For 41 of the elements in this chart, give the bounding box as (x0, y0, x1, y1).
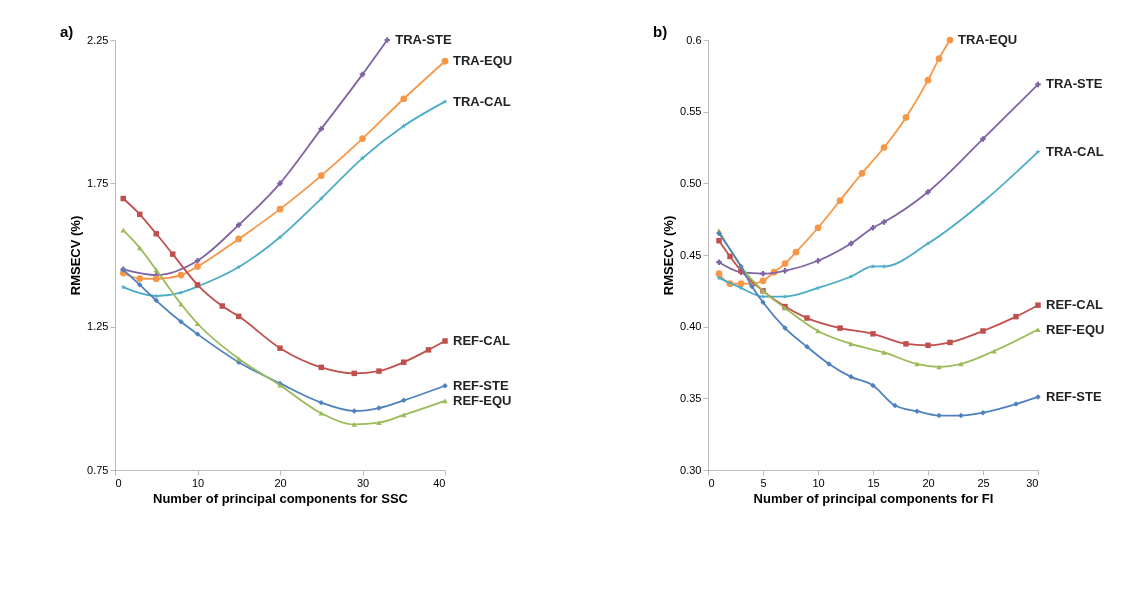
x-tick-label: 20 (274, 476, 287, 489)
series-label: REF-EQU (1046, 321, 1105, 337)
x-axis-title: Number of principal components for SSC (153, 490, 409, 506)
series-label: REF-STE (453, 377, 509, 393)
series-label: REF-STE (1046, 388, 1102, 404)
x-tick-label: 10 (812, 476, 825, 489)
y-tick-label: 0.30 (680, 463, 702, 476)
series-label: TRA-EQU (958, 32, 1018, 47)
y-tick-label: 0.40 (680, 320, 702, 333)
x-tick-label: 20 (922, 476, 935, 489)
x-axis-title: Number of principal components for FI (753, 490, 994, 506)
y-tick-label: 0.35 (680, 391, 702, 404)
series-label: REF-EQU (453, 392, 512, 408)
x-tick-label: 25 (977, 476, 990, 489)
x-tick-label: 5 (760, 476, 767, 489)
y-tick-label: 0.6 (686, 33, 702, 46)
series-label: TRA-CAL (453, 93, 511, 109)
y-tick-label: 2.25 (87, 33, 109, 46)
y-axis-title: RMSECV (%) (661, 215, 677, 296)
series-label: TRA-EQU (453, 53, 513, 69)
text: a) (60, 23, 74, 40)
series-label: REF-CAL (1046, 297, 1104, 313)
series-label: TRA-CAL (1046, 143, 1104, 159)
x-tick-label: 15 (867, 476, 880, 489)
y-tick-label: 0.75 (87, 463, 109, 476)
x-tick-label: 10 (191, 476, 205, 489)
series-label: TRA-STE (395, 32, 452, 47)
x-tick-label: 30 (356, 476, 370, 489)
series-label: REF-CAL (453, 333, 511, 348)
y-tick-label: 1.75 (87, 176, 109, 189)
text: b) (653, 23, 668, 40)
y-tick-label: 0.55 (680, 105, 702, 118)
x-tick-label: 0 (115, 476, 122, 489)
series-label: TRA-STE (1046, 76, 1103, 92)
y-tick-label: 1.25 (87, 320, 109, 333)
x-tick-label: 30 (1026, 476, 1039, 489)
y-tick-label: 0.45 (680, 248, 702, 261)
x-tick-label: 0 (708, 476, 715, 489)
y-axis-title: RMSECV (%) (68, 215, 84, 296)
y-tick-label: 0.50 (680, 176, 702, 189)
x-tick-label: 40 (433, 476, 446, 489)
